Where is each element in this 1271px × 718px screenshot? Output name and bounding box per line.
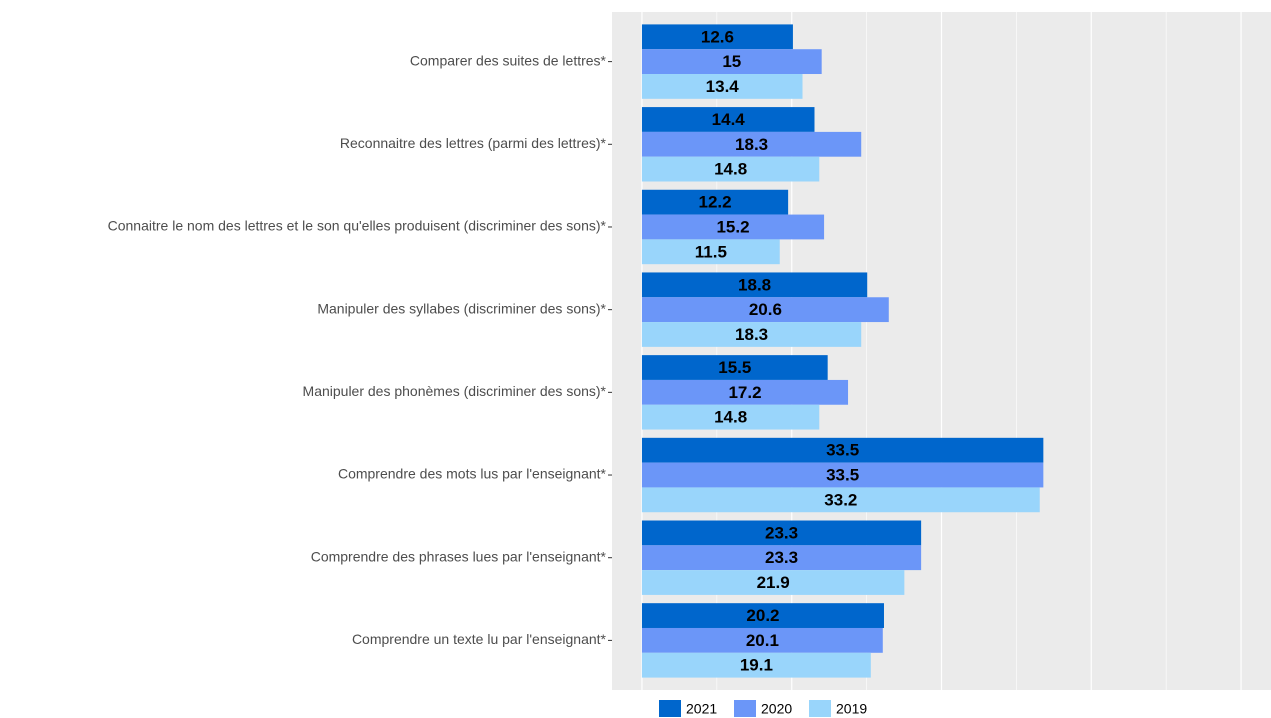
bar — [641, 652, 871, 678]
value-label: 18.8 — [738, 275, 771, 294]
legend-label: 2020 — [761, 701, 792, 717]
value-label: 33.5 — [826, 441, 859, 460]
legend-label: 2019 — [836, 701, 867, 717]
bar — [641, 24, 793, 50]
bar — [641, 437, 1044, 463]
value-label: 20.6 — [749, 300, 782, 319]
bar — [641, 214, 825, 240]
bar — [641, 239, 780, 265]
value-label: 14.8 — [714, 160, 747, 179]
value-label: 15 — [722, 52, 741, 71]
bar — [641, 603, 884, 628]
bar — [641, 487, 1040, 513]
bar — [641, 74, 803, 99]
bar — [641, 131, 862, 157]
legend-label: 2021 — [686, 701, 717, 717]
value-label: 18.3 — [735, 135, 768, 154]
y-tick-label: Comprendre des phrases lues par l'enseig… — [311, 548, 607, 564]
value-label: 18.3 — [735, 325, 768, 344]
bar — [641, 49, 822, 75]
legend-swatch — [809, 700, 831, 717]
value-label: 33.2 — [824, 490, 857, 509]
value-label: 23.3 — [765, 523, 798, 542]
bar — [641, 545, 922, 571]
value-label: 14.4 — [712, 110, 746, 129]
y-tick-label: Manipuler des syllabes (discriminer des … — [317, 300, 606, 316]
value-label: 12.6 — [701, 27, 734, 46]
value-label: 15.5 — [718, 358, 751, 377]
bar — [641, 404, 820, 430]
bar — [641, 272, 868, 298]
y-tick-label: Manipuler des phonèmes (discriminer des … — [303, 383, 607, 399]
y-tick-label: Connaitre le nom des lettres et le son q… — [108, 218, 607, 234]
bar — [641, 156, 820, 182]
value-label: 21.9 — [757, 573, 790, 592]
value-label: 33.5 — [826, 466, 859, 485]
y-tick-label: Comprendre des mots lus par l'enseignant… — [338, 466, 607, 482]
value-label: 14.8 — [714, 408, 747, 427]
y-tick-label: Comparer des suites de lettres* — [410, 52, 607, 68]
bar — [641, 570, 905, 595]
value-label: 11.5 — [695, 242, 727, 261]
value-label: 23.3 — [765, 548, 798, 567]
value-label: 12.2 — [698, 193, 731, 212]
bar — [641, 520, 922, 546]
bar — [641, 297, 889, 323]
bar — [641, 627, 883, 653]
bar — [641, 355, 828, 380]
y-tick-label: Comprendre un texte lu par l'enseignant* — [352, 631, 607, 647]
value-label: 20.1 — [746, 631, 779, 650]
value-label: 20.2 — [746, 606, 779, 625]
value-label: 17.2 — [728, 383, 761, 402]
y-tick-label: Reconnaitre des lettres (parmi des lettr… — [340, 135, 607, 151]
bar — [641, 189, 789, 215]
value-label: 15.2 — [716, 217, 749, 236]
bar — [641, 379, 849, 405]
legend-swatch — [659, 700, 681, 717]
value-label: 19.1 — [740, 656, 773, 675]
bar — [641, 107, 815, 132]
bar — [641, 322, 862, 347]
legend-swatch — [734, 700, 756, 717]
bar — [641, 462, 1044, 488]
value-label: 13.4 — [706, 77, 740, 96]
